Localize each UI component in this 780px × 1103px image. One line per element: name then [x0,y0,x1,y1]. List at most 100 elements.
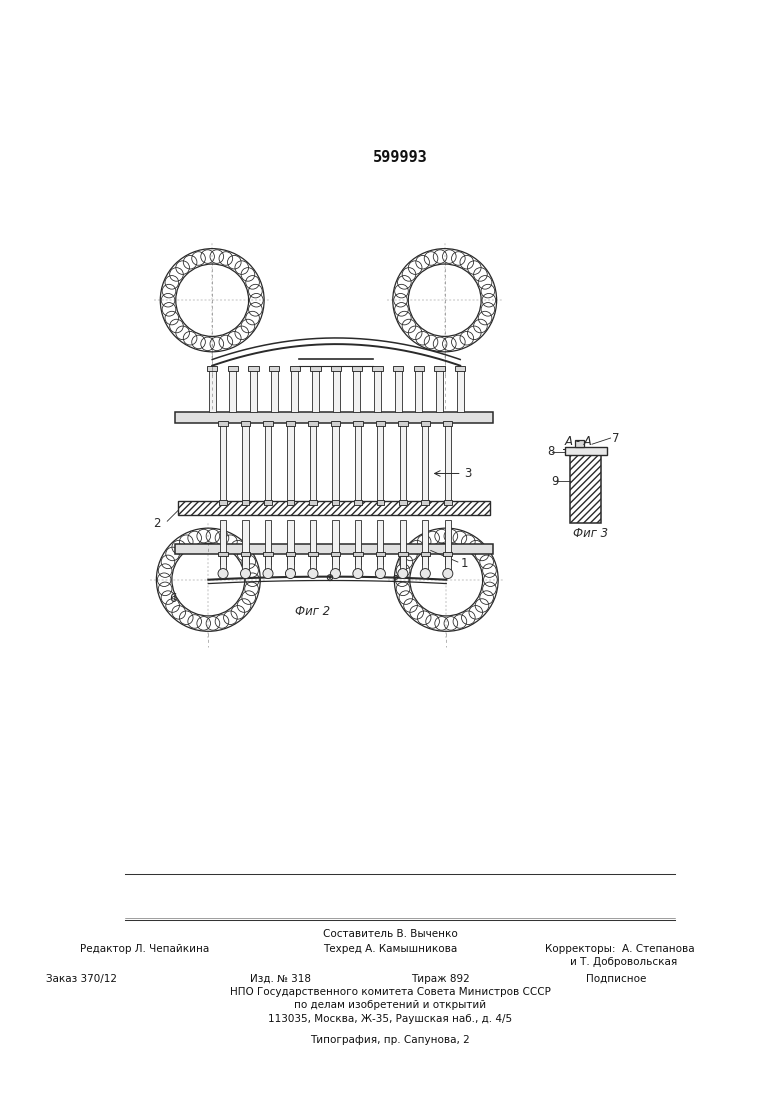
Bar [422,422,428,501]
Bar [399,555,406,570]
Bar [292,370,299,411]
Circle shape [398,568,408,579]
Bar [243,555,249,570]
Text: Фиг 2: Фиг 2 [296,606,331,618]
Bar [456,366,465,371]
Bar [355,555,361,570]
Bar [434,366,445,371]
Bar [287,422,293,501]
Text: Фиг 3: Фиг 3 [573,527,608,540]
Bar [443,552,452,556]
Bar [399,552,407,556]
Bar [332,555,339,570]
Bar [332,422,339,501]
Bar [265,422,271,501]
Bar [241,552,250,556]
Bar [332,521,339,565]
Text: 6: 6 [169,591,177,604]
Circle shape [353,568,363,579]
Bar [309,500,317,505]
Circle shape [443,568,453,579]
Bar [243,422,249,501]
Bar [229,370,236,411]
Bar [457,370,463,411]
Bar [218,421,228,426]
Bar [376,421,385,426]
Text: 8: 8 [547,446,555,459]
Bar [269,366,279,371]
Text: Составитель В. Выченко: Составитель В. Выченко [323,929,457,939]
Bar [399,422,406,501]
Bar [310,366,321,371]
Bar [308,552,317,556]
Text: Тираж 892: Тираж 892 [411,974,470,984]
Bar [220,555,226,570]
Bar [378,422,384,501]
Text: и Т. Добровольская: и Т. Добровольская [570,957,678,967]
Bar [219,500,227,505]
Bar [393,366,403,371]
Bar [421,500,429,505]
Bar [312,370,319,411]
Bar [422,521,428,565]
Text: 7: 7 [612,431,619,445]
Bar [331,552,340,556]
Bar [420,552,430,556]
Text: Подписное: Подписное [586,974,647,984]
Bar [353,421,363,426]
Circle shape [240,568,250,579]
Circle shape [308,568,318,579]
Circle shape [420,568,431,579]
Bar [376,552,385,556]
Bar [575,440,584,448]
Bar [445,521,451,565]
Bar [265,521,271,565]
Bar [443,421,452,426]
Bar [264,500,272,505]
Bar [286,500,294,505]
Text: А - А: А - А [565,435,593,448]
Bar [352,366,362,371]
Text: Заказ 370/12: Заказ 370/12 [46,974,118,984]
Bar [218,552,228,556]
Bar [399,500,406,505]
Text: Корректоры:  А. Степанова: Корректоры: А. Степанова [545,944,695,954]
Bar [353,552,363,556]
Text: Редактор Л. Чепайкина: Редактор Л. Чепайкина [80,944,209,954]
Bar [565,448,608,456]
Circle shape [329,577,331,578]
Bar [285,421,295,426]
Circle shape [375,568,385,579]
Bar [373,366,382,371]
Text: 113035, Москва, Ж-35, Раушская наб., д. 4/5: 113035, Москва, Ж-35, Раушская наб., д. … [268,1014,512,1024]
Bar [175,411,493,422]
Bar [378,521,384,565]
Text: 9: 9 [551,474,559,488]
Text: Изд. № 318: Изд. № 318 [250,974,311,984]
Bar [228,366,238,371]
Bar [395,370,402,411]
Bar [250,370,257,411]
Bar [333,370,339,411]
Text: Техред А. Камышникова: Техред А. Камышникова [323,944,457,954]
Bar [355,422,361,501]
Bar [308,421,317,426]
Bar [175,544,493,555]
Bar [445,555,451,570]
Bar [265,555,271,570]
Text: НПО Государственного комитета Совета Министров СССР: НПО Государственного комитета Совета Мин… [229,987,551,997]
Bar [377,500,385,505]
Bar [444,500,452,505]
Bar [310,555,316,570]
Bar [414,366,424,371]
Bar [242,500,250,505]
Bar [271,370,278,411]
Bar [287,521,293,565]
Bar [241,421,250,426]
Bar [178,501,490,515]
Text: 1: 1 [460,557,468,570]
Bar [436,370,443,411]
Bar [207,366,218,371]
Circle shape [285,568,296,579]
Circle shape [331,568,340,579]
